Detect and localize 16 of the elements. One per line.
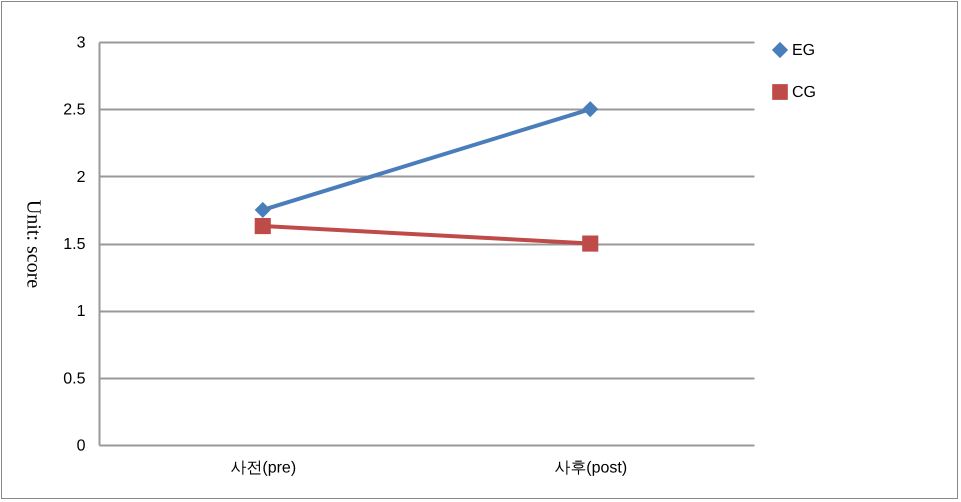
y-tick-label: 0.5 xyxy=(63,370,86,388)
legend-label: CG xyxy=(792,84,816,101)
point xyxy=(254,202,271,218)
y-tick-label: 3 xyxy=(76,34,86,52)
x-tick-label: 사후(post) xyxy=(554,460,628,476)
y-tick-label: 2 xyxy=(76,168,86,186)
y-tick-label: 1.5 xyxy=(63,236,86,253)
y-tick-label: 1 xyxy=(76,303,86,320)
legend-label: EG xyxy=(792,42,816,59)
point xyxy=(582,101,598,118)
y-tick-label: 0 xyxy=(76,438,86,454)
y-axis-title: Unit: score xyxy=(22,200,44,288)
y-tick-label: 2.5 xyxy=(63,102,86,119)
point xyxy=(254,218,271,234)
x-tick-label: 사전(pre) xyxy=(230,460,296,476)
point xyxy=(582,235,598,252)
